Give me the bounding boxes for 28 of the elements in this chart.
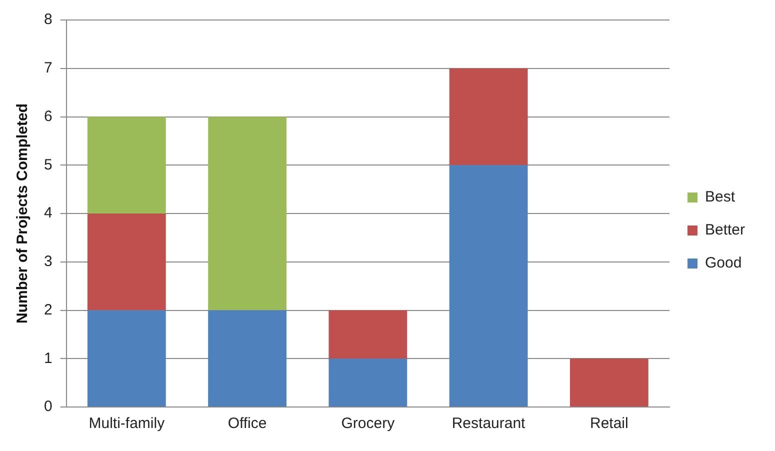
bar bbox=[328, 310, 408, 359]
y-tick-label: 1 bbox=[44, 350, 52, 367]
y-tick-label: 3 bbox=[44, 253, 52, 270]
x-tick-label: Grocery bbox=[341, 415, 396, 432]
bar bbox=[87, 310, 166, 406]
x-tick-label: Multi-family bbox=[88, 415, 166, 432]
x-tick-label: Office bbox=[228, 415, 267, 432]
y-tick-label: 5 bbox=[44, 156, 52, 174]
bar bbox=[208, 310, 286, 406]
bar bbox=[328, 358, 408, 406]
legend-label: Better bbox=[704, 222, 746, 239]
y-tick-label: 4 bbox=[44, 204, 52, 222]
y-axis-title: Number of Projects Completed bbox=[14, 103, 32, 324]
y-tick-label: 7 bbox=[44, 60, 52, 77]
x-tick-label: Retail bbox=[590, 415, 628, 432]
legend-label: Best bbox=[704, 188, 736, 206]
y-tick-label: 2 bbox=[44, 301, 52, 318]
bar bbox=[570, 358, 648, 406]
y-tick-label: 6 bbox=[44, 108, 52, 125]
bar bbox=[87, 214, 166, 310]
bar bbox=[87, 116, 166, 214]
x-tick-label: Restaurant bbox=[452, 415, 526, 432]
legend-label: Good bbox=[704, 254, 742, 272]
y-tick-label: 0 bbox=[44, 398, 52, 416]
bar bbox=[449, 68, 528, 166]
bar bbox=[208, 116, 286, 310]
y-tick-label: 8 bbox=[44, 11, 52, 28]
bar bbox=[449, 165, 528, 406]
